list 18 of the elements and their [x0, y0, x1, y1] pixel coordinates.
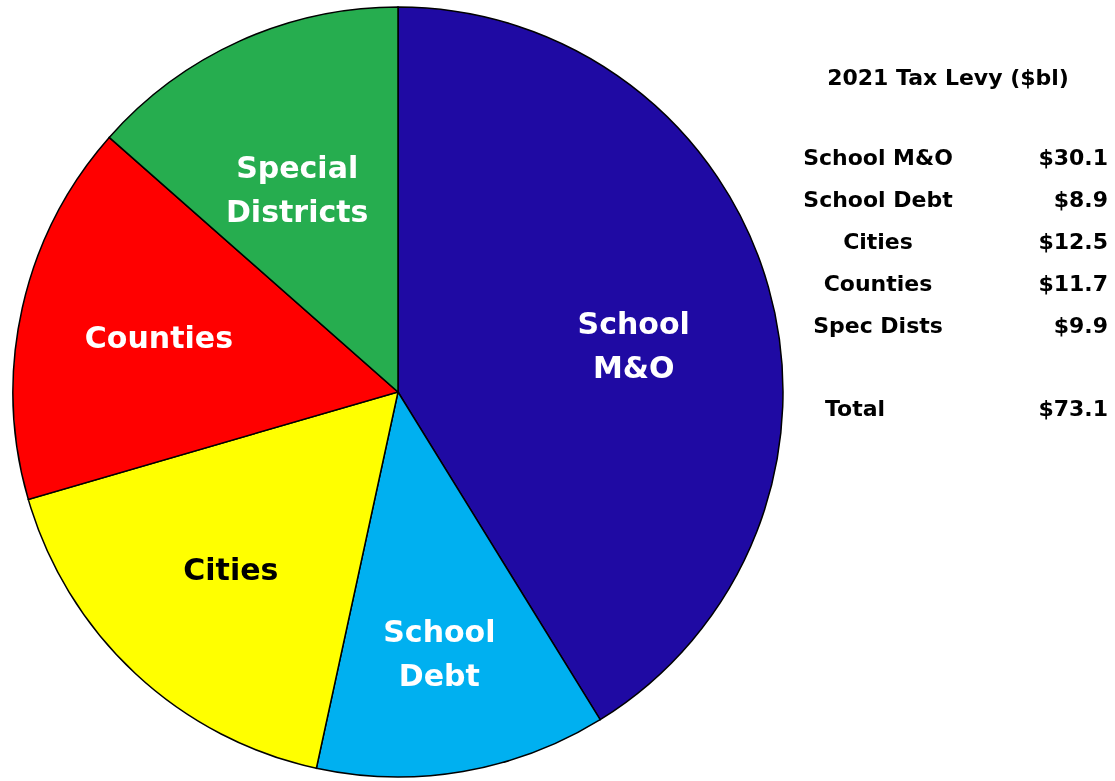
text: Spec Dists — [813, 313, 943, 338]
slice-label: School M&O — [577, 306, 690, 386]
text: School M&O — [803, 145, 953, 170]
text: $8.9 — [1053, 187, 1108, 212]
text: School Debt — [803, 187, 954, 212]
slice-label: School Debt — [383, 614, 496, 694]
slice-label: Special Districts — [225, 149, 369, 229]
text: 2021 Tax Levy ($bl) — [827, 65, 1069, 90]
text: $73.1 — [1038, 396, 1108, 421]
text: Cities — [843, 229, 913, 254]
slice-label: Cities — [183, 552, 279, 588]
text: $11.7 — [1038, 271, 1108, 296]
text: $9.9 — [1053, 313, 1108, 338]
text: Total — [824, 396, 886, 421]
text: $12.5 — [1038, 229, 1108, 254]
text: $30.1 — [1038, 145, 1108, 170]
text: Counties — [823, 271, 933, 296]
slice-label: Counties — [84, 319, 233, 355]
